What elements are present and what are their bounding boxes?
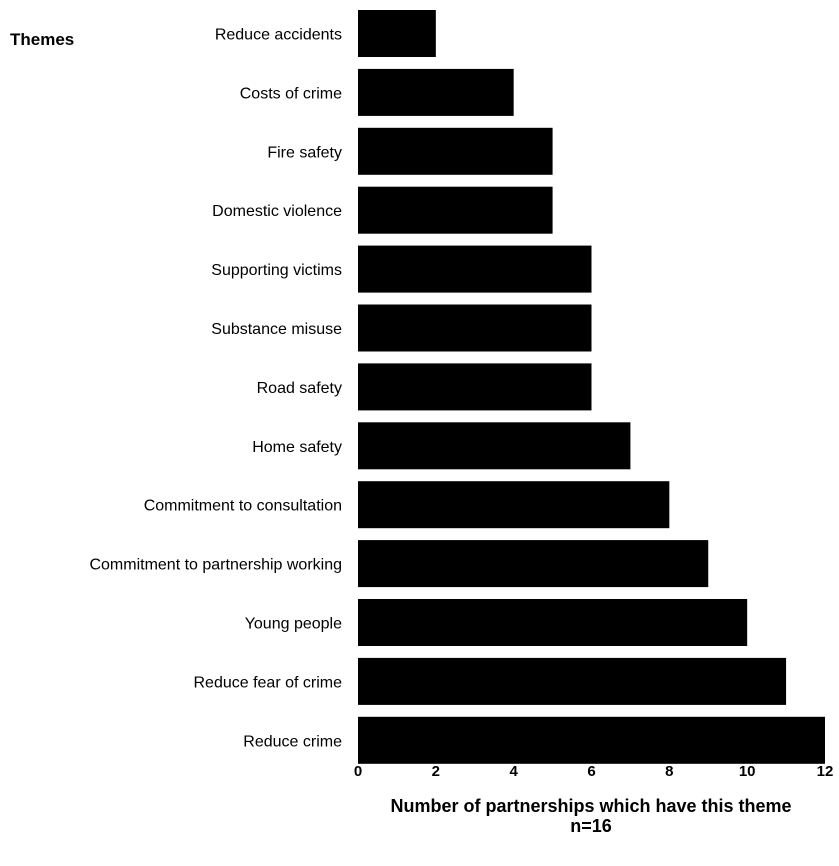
- bar-home-safety: [358, 422, 631, 470]
- bar-reduce-accidents: [358, 10, 436, 57]
- x-tick-label: 12: [817, 763, 834, 780]
- category-labels: Reduce accidents Costs of crime Fire safet…: [89, 27, 342, 751]
- bar-substance-misuse: [358, 304, 592, 352]
- category-label: Substance misuse: [211, 321, 342, 338]
- x-tick-labels: 0 2 4 6 8 10 12: [354, 763, 834, 780]
- x-tick-label: 0: [354, 763, 362, 780]
- category-label: Home safety: [252, 439, 342, 456]
- x-tick-label: 10: [739, 763, 756, 780]
- bar-domestic-violence: [358, 186, 553, 234]
- category-label: Costs of crime: [240, 85, 342, 102]
- x-tick-label: 8: [665, 763, 673, 780]
- category-label: Commitment to consultation: [144, 498, 342, 515]
- category-label: Commitment to partnership working: [89, 557, 342, 574]
- category-label: Reduce fear of crime: [193, 674, 342, 691]
- bar-reduce-crime: [358, 716, 825, 764]
- x-tick-label: 2: [432, 763, 440, 780]
- bar-fire-safety: [358, 127, 553, 175]
- bar-commitment-to-partnership-working: [358, 540, 709, 588]
- category-label: Reduce accidents: [215, 27, 342, 44]
- bar-reduce-fear-of-crime: [358, 657, 787, 705]
- category-label: Reduce crime: [243, 733, 342, 750]
- bar-commitment-to-consultation: [358, 481, 670, 529]
- bar-road-safety: [358, 363, 592, 411]
- category-label: Fire safety: [267, 144, 342, 161]
- category-label: Young people: [245, 616, 342, 633]
- category-label: Domestic violence: [212, 203, 342, 220]
- x-axis-note: n=16: [570, 816, 612, 836]
- category-axis-title: Themes: [10, 30, 74, 49]
- bar-young-people: [358, 599, 748, 646]
- category-label: Supporting victims: [211, 262, 342, 279]
- x-axis-title: Number of partnerships which have this t…: [390, 796, 791, 816]
- x-tick-label: 6: [587, 763, 595, 780]
- category-label: Road safety: [257, 380, 342, 397]
- bar-costs-of-crime: [358, 68, 514, 116]
- bar-supporting-victims: [358, 245, 592, 293]
- x-tick-label: 4: [509, 763, 518, 780]
- bars-group: [358, 10, 825, 764]
